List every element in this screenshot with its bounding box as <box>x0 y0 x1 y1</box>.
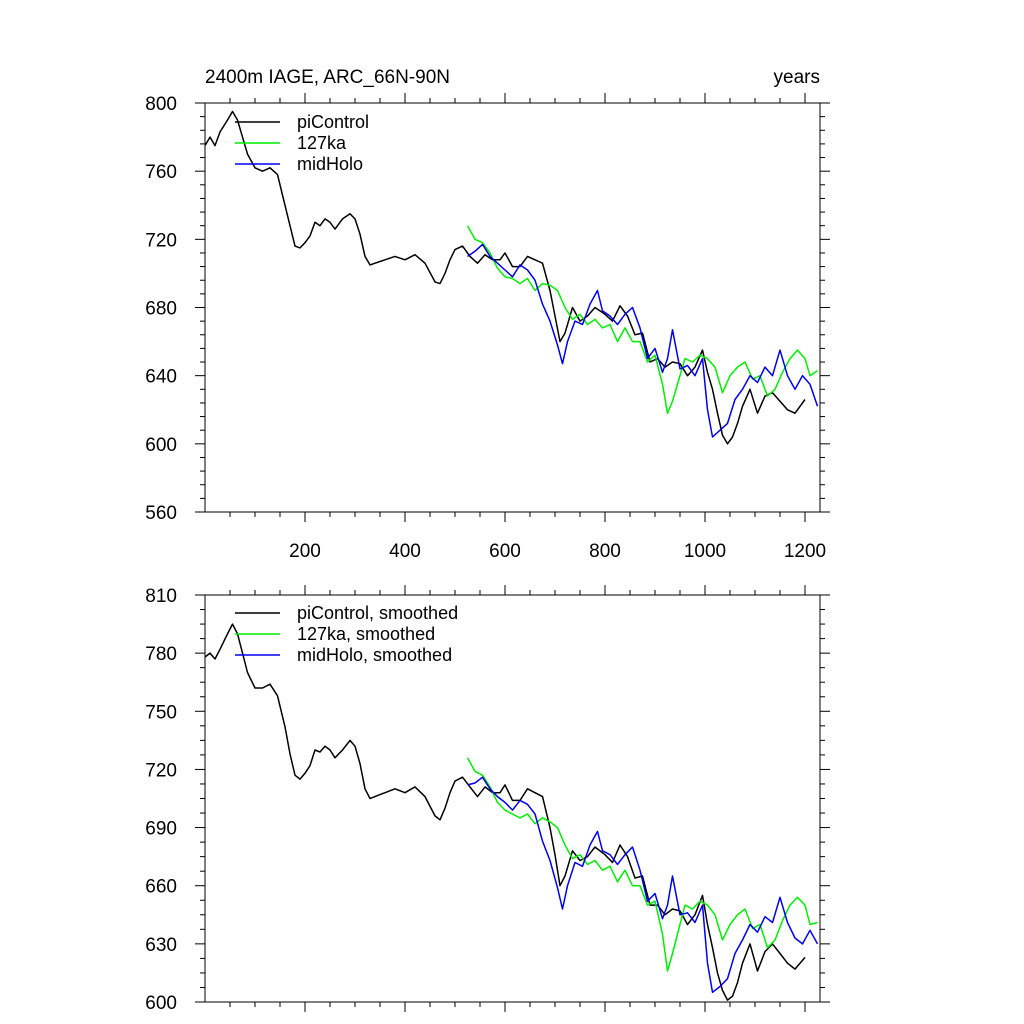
y-tick-label: 630 <box>145 935 177 956</box>
y-tick-label: 660 <box>145 877 177 898</box>
y-tick-label: 800 <box>145 94 177 115</box>
y-tick-label: 560 <box>145 503 177 524</box>
legend-label: midHolo <box>297 154 363 174</box>
y-tick-label: 750 <box>145 702 177 723</box>
chart-units-label: years <box>774 67 820 88</box>
x-tick-label: 800 <box>589 541 621 562</box>
y-tick-label: 600 <box>145 435 177 456</box>
top-panel: 200 400 600 800 1000 1200 560 600 640 680 720 760 80… <box>145 67 830 562</box>
y-tick-label: 720 <box>145 760 177 781</box>
x-tick-label: 400 <box>389 541 421 562</box>
legend-label: midHolo, smoothed <box>297 645 452 665</box>
series-line-127ka <box>466 757 818 972</box>
legend-label: piControl, smoothed <box>297 603 458 623</box>
legend-label: 127ka, smoothed <box>297 624 435 644</box>
series-line-127ka <box>466 225 818 414</box>
y-tick-label: 680 <box>145 299 177 320</box>
y-tick-label: 640 <box>145 367 177 388</box>
x-tick-label: 1200 <box>784 541 826 562</box>
legend-label: 127ka <box>297 133 347 153</box>
y-tick-label: 690 <box>145 819 177 840</box>
y-tick-label: 780 <box>145 644 177 665</box>
y-tick-label: 810 <box>145 586 177 607</box>
chart-title: 2400m IAGE, ARC_66N-90N <box>205 67 450 88</box>
x-tick-label: 1000 <box>684 541 726 562</box>
x-tick-label: 600 <box>489 541 521 562</box>
series-line-picontrol <box>205 110 806 445</box>
y-tick-label: 760 <box>145 162 177 183</box>
series-line-midholo <box>467 243 819 438</box>
bottom-panel: 600 630 660 690 720 750 780 810 piControl, smoot… <box>145 585 830 1014</box>
series-line-midholo <box>467 776 819 994</box>
x-tick-label: 200 <box>289 541 321 562</box>
series-line-picontrol <box>205 623 806 1001</box>
legend-label: piControl <box>297 112 369 132</box>
y-tick-label: 600 <box>145 993 177 1014</box>
y-tick-label: 720 <box>145 230 177 251</box>
